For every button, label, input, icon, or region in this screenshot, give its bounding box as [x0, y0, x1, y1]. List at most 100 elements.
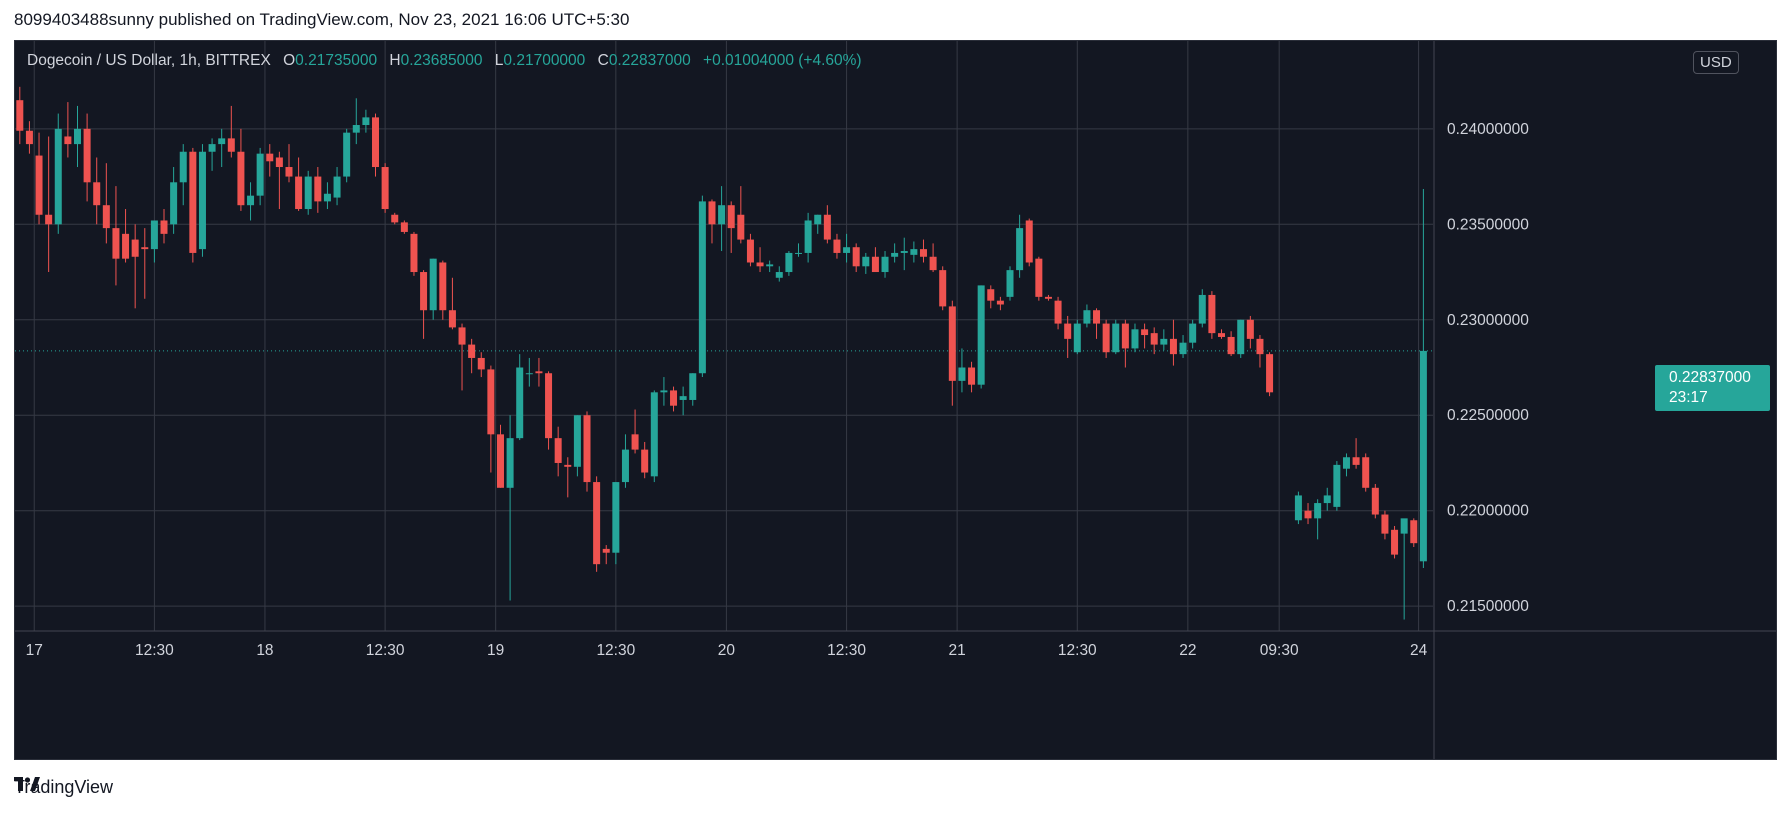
y-tick-label: 0.23500000: [1447, 216, 1529, 233]
candle-body: [746, 239, 754, 263]
symbol-title: Dogecoin / US Dollar, 1h, BITTREX: [27, 52, 271, 69]
candle-body: [919, 249, 927, 257]
candle-body: [987, 289, 995, 301]
candle-body: [333, 176, 341, 198]
candle-body: [218, 138, 226, 145]
candle-body: [708, 201, 716, 225]
candle-body: [256, 153, 264, 196]
x-tick-label: 22: [1179, 642, 1196, 659]
candle-body: [45, 214, 53, 225]
candle-body: [73, 128, 81, 145]
candle-body: [372, 117, 380, 168]
candle-body: [564, 464, 572, 467]
candle-body: [525, 373, 533, 375]
candle-body: [900, 251, 908, 253]
tradingview-logo[interactable]: TradingView: [14, 777, 113, 798]
candle-body: [766, 264, 774, 267]
candle-body: [679, 396, 687, 400]
candle-body: [843, 247, 851, 253]
candle-body: [756, 262, 764, 267]
candle-body: [1160, 338, 1168, 345]
candle-body: [179, 151, 187, 183]
axis-layer: 0.24000000 0.23500000 0.23000000 0.22500000…: [15, 41, 1776, 759]
candle-body: [823, 214, 831, 240]
x-tick-label: 18: [256, 642, 273, 659]
candle-body: [602, 548, 610, 553]
candle-body: [487, 369, 495, 435]
candle-body: [871, 256, 879, 273]
candle-body: [689, 373, 697, 400]
candle-body: [833, 239, 841, 253]
candle-body: [477, 357, 485, 370]
x-tick-label: 17: [26, 642, 43, 659]
candle-body: [323, 193, 331, 202]
candle-body: [698, 201, 706, 374]
candle-body: [1237, 319, 1245, 355]
candle-body: [304, 176, 312, 210]
candle-body: [958, 367, 966, 381]
candle-body: [996, 300, 1004, 305]
candle-body: [54, 128, 62, 225]
candle-body: [468, 344, 476, 358]
candle-body: [429, 258, 437, 311]
candle-body: [1371, 487, 1379, 515]
candle-body: [314, 176, 322, 202]
candle-body: [1419, 350, 1427, 562]
candle-body: [660, 390, 668, 393]
high-label: H: [389, 52, 401, 69]
x-tick-label: 24: [1410, 642, 1428, 659]
symbol-legend: Dogecoin / US Dollar, 1h, BITTREX O0.217…: [27, 52, 862, 70]
grid-layer: [15, 41, 1433, 631]
candle-body: [785, 252, 793, 273]
candle-body: [362, 117, 370, 126]
candle-body: [83, 128, 91, 183]
candle-body: [1141, 329, 1149, 336]
low-value: 0.21700000: [503, 52, 586, 69]
high-value: 0.23685000: [400, 52, 483, 69]
candle-body: [208, 144, 216, 152]
candle-body: [718, 205, 726, 225]
x-tick-label: 12:30: [366, 642, 405, 659]
candle-body: [1391, 529, 1399, 555]
candle-body: [862, 256, 870, 267]
candle-body: [170, 182, 178, 225]
candle-body: [1198, 294, 1206, 324]
candle-body: [285, 167, 293, 177]
candle-body: [1044, 296, 1052, 299]
candle-body: [247, 195, 255, 206]
chart-panel[interactable]: 0.24000000 0.23500000 0.23000000 0.22500000…: [14, 40, 1777, 760]
candle-body: [1333, 464, 1341, 507]
candle-body: [1073, 323, 1081, 353]
candle-body: [795, 252, 803, 254]
low-label: L: [494, 52, 504, 69]
candle-body: [545, 373, 553, 439]
x-tick-label: 12:30: [827, 642, 866, 659]
candle-body: [516, 367, 524, 439]
candle-body: [1093, 310, 1101, 324]
close-value: 0.22837000: [608, 52, 691, 69]
candle-body: [612, 482, 620, 553]
candle-body: [448, 310, 456, 328]
open-value: 0.21735000: [295, 52, 378, 69]
candle-body: [1102, 323, 1110, 353]
candle-body: [631, 434, 639, 450]
candle-body: [1112, 323, 1120, 353]
candle-body: [881, 256, 889, 273]
candle-body: [968, 367, 976, 385]
candle-body: [1227, 336, 1235, 355]
candle-body: [670, 390, 678, 406]
candle-body: [1246, 319, 1254, 339]
candle-body: [1083, 310, 1091, 324]
candle-body: [804, 220, 812, 253]
candle-body: [343, 132, 351, 177]
candle-body: [227, 138, 235, 152]
candlestick-chart[interactable]: 0.24000000 0.23500000 0.23000000 0.22500000…: [15, 41, 1776, 759]
candle-body: [458, 327, 466, 345]
candle-body: [1016, 228, 1024, 271]
close-label: C: [597, 52, 609, 69]
y-tick-label: 0.22000000: [1447, 503, 1529, 520]
candle-body: [1189, 323, 1197, 343]
last-price-tag: 0.22837000 23:17: [1655, 365, 1770, 411]
candle-body: [1208, 294, 1216, 334]
currency-button[interactable]: USD: [1693, 51, 1739, 74]
